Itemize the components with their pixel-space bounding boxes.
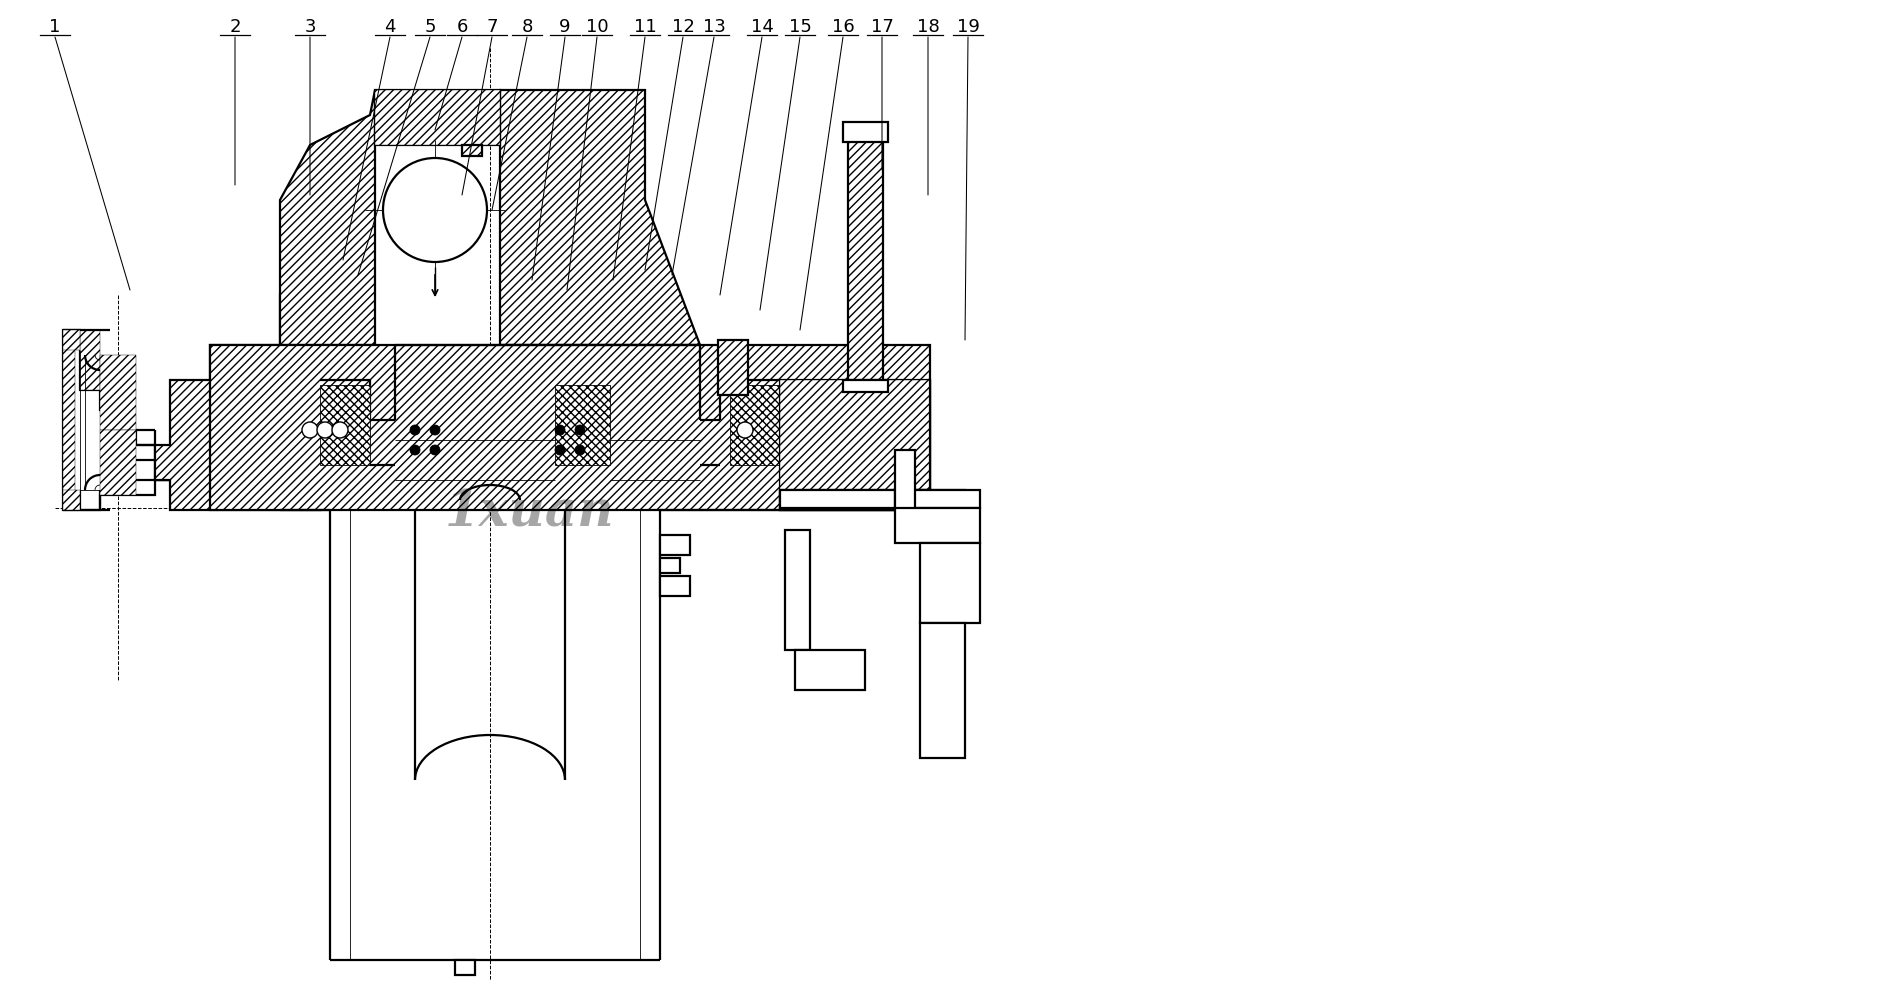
Text: 2: 2 bbox=[229, 18, 241, 36]
Polygon shape bbox=[63, 330, 171, 510]
Text: 8: 8 bbox=[521, 18, 533, 36]
Polygon shape bbox=[281, 90, 375, 345]
Polygon shape bbox=[63, 330, 76, 510]
Circle shape bbox=[383, 158, 487, 262]
Bar bbox=[785, 530, 810, 650]
Polygon shape bbox=[63, 330, 80, 350]
Polygon shape bbox=[501, 90, 700, 345]
Bar bbox=[719, 340, 749, 395]
Bar bbox=[375, 90, 501, 145]
Text: 16: 16 bbox=[832, 18, 855, 36]
Circle shape bbox=[574, 425, 586, 435]
Bar bbox=[779, 490, 965, 508]
Circle shape bbox=[317, 422, 334, 438]
Text: 12: 12 bbox=[671, 18, 694, 36]
Text: 4: 4 bbox=[385, 18, 396, 36]
Bar bbox=[660, 535, 690, 555]
Bar bbox=[463, 145, 482, 156]
Text: 18: 18 bbox=[916, 18, 939, 36]
Polygon shape bbox=[100, 430, 137, 495]
Bar bbox=[463, 145, 482, 156]
Bar bbox=[210, 345, 931, 510]
Text: 6: 6 bbox=[457, 18, 468, 36]
Circle shape bbox=[738, 422, 753, 438]
Polygon shape bbox=[155, 295, 320, 510]
Circle shape bbox=[332, 422, 349, 438]
Circle shape bbox=[430, 445, 440, 455]
Text: 3: 3 bbox=[303, 18, 317, 36]
Text: 10: 10 bbox=[586, 18, 609, 36]
Bar bbox=[848, 140, 884, 380]
Text: 19: 19 bbox=[957, 18, 980, 36]
Text: 13: 13 bbox=[703, 18, 726, 36]
Bar bbox=[660, 558, 681, 573]
Circle shape bbox=[556, 445, 565, 455]
Polygon shape bbox=[63, 490, 80, 510]
Text: 7: 7 bbox=[485, 18, 499, 36]
Polygon shape bbox=[100, 355, 137, 430]
Bar bbox=[455, 960, 476, 975]
Bar bbox=[719, 340, 749, 395]
Text: 17: 17 bbox=[870, 18, 893, 36]
Text: 15: 15 bbox=[789, 18, 811, 36]
Bar bbox=[895, 508, 980, 543]
Bar bbox=[779, 380, 931, 510]
Bar bbox=[779, 380, 931, 510]
Bar bbox=[210, 345, 931, 510]
Circle shape bbox=[410, 445, 421, 455]
Circle shape bbox=[574, 445, 586, 455]
Circle shape bbox=[430, 425, 440, 435]
Bar bbox=[375, 90, 501, 145]
Bar bbox=[660, 576, 690, 596]
Bar bbox=[844, 122, 887, 142]
Bar bbox=[844, 380, 887, 392]
Bar bbox=[779, 490, 931, 510]
Circle shape bbox=[301, 422, 319, 438]
Bar bbox=[920, 543, 980, 623]
Text: 11: 11 bbox=[633, 18, 656, 36]
Circle shape bbox=[410, 425, 421, 435]
Bar bbox=[730, 385, 779, 465]
Bar bbox=[794, 650, 865, 690]
Bar bbox=[320, 385, 370, 465]
Polygon shape bbox=[63, 330, 100, 390]
Text: 1xuan: 1xuan bbox=[446, 488, 614, 537]
Bar bbox=[848, 140, 884, 380]
Bar bbox=[556, 385, 611, 465]
Text: 1: 1 bbox=[49, 18, 61, 36]
Bar bbox=[920, 623, 965, 758]
Text: 9: 9 bbox=[559, 18, 571, 36]
Text: 5: 5 bbox=[425, 18, 436, 36]
Text: 14: 14 bbox=[751, 18, 774, 36]
Bar bbox=[895, 450, 916, 510]
Bar bbox=[895, 490, 980, 508]
Circle shape bbox=[556, 425, 565, 435]
